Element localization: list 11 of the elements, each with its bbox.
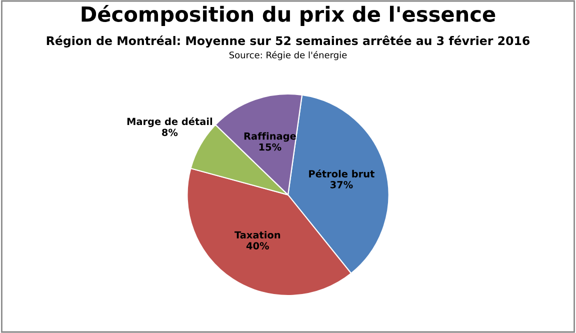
source-note: Source: Régie de l'énergie [229,51,347,60]
data-label: 40% [246,242,269,250]
data-label: 8% [162,128,178,136]
chart-title: Décomposition du prix de l'essence [82,4,496,26]
slice-label: Pétrole brut [309,170,374,178]
slice-label: Marge de détail [127,117,212,128]
data-label: 37% [330,180,353,188]
data-label: 15% [259,143,282,151]
slice-label: Raffinage [244,132,296,142]
slice-label: Taxation [234,231,280,239]
chart-subtitle: Région de Montréal: Moyenne sur 52 semaines arrêtée au 3 février 2016 [46,36,530,48]
